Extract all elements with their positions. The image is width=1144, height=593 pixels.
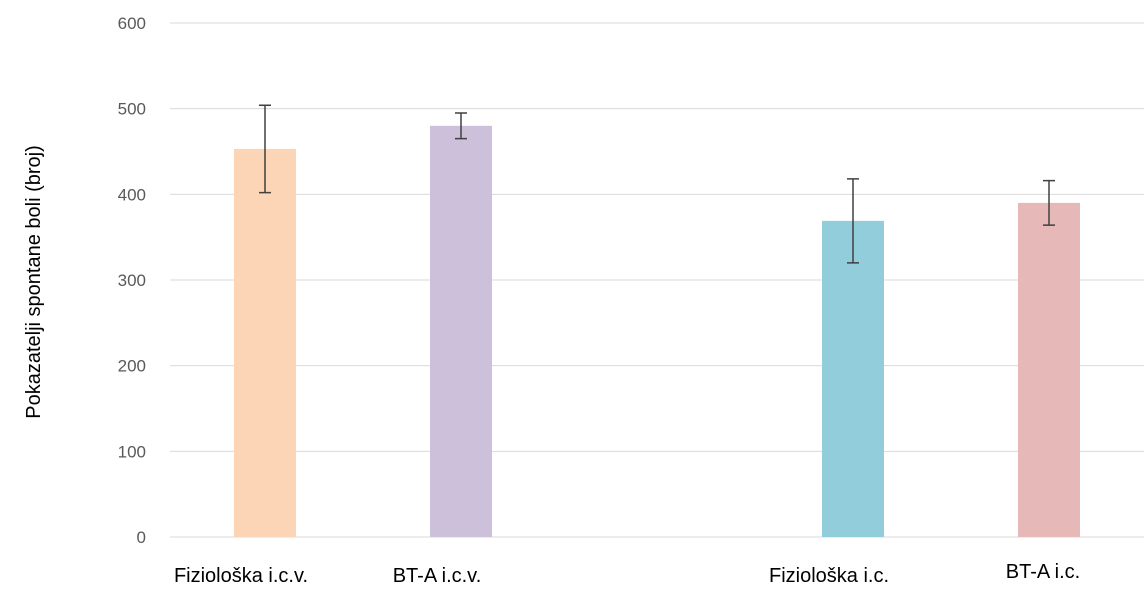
bar xyxy=(822,220,884,537)
bar xyxy=(234,148,296,537)
y-tick-label: 0 xyxy=(137,528,146,547)
y-tick-label: 500 xyxy=(118,100,146,119)
gridlines xyxy=(170,22,1144,538)
category-label: Fiziološka i.c.v. xyxy=(174,565,308,587)
y-tick-label: 300 xyxy=(118,271,146,290)
bar xyxy=(1018,202,1080,537)
category-label: BT-A i.c.v. xyxy=(393,565,482,587)
error-bar xyxy=(455,112,467,140)
y-tick-label: 100 xyxy=(118,442,146,461)
y-axis-title: Pokazatelji spontane boli (broj) xyxy=(23,145,45,419)
error-bar xyxy=(1043,179,1055,226)
y-tick-label: 400 xyxy=(118,185,146,204)
category-labels: Fiziološka i.c.v. BT-A i.c.v. Fiziološka i… xyxy=(174,561,1080,587)
category-label: Fiziološka i.c. xyxy=(769,565,889,587)
error-bars xyxy=(259,104,1055,264)
category-label: BT-A i.c. xyxy=(1006,561,1080,583)
y-tick-label: 200 xyxy=(118,357,146,376)
error-bar xyxy=(259,104,271,194)
bar xyxy=(430,125,492,538)
y-tick-label: 600 xyxy=(118,14,146,33)
y-tick-labels: 0 100 200 300 400 500 600 xyxy=(118,14,146,547)
error-bar xyxy=(847,178,859,264)
bars xyxy=(234,125,1080,538)
